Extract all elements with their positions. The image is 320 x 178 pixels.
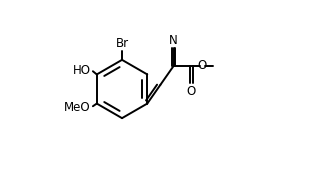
Text: O: O	[197, 59, 206, 72]
Text: Br: Br	[116, 37, 129, 50]
Text: O: O	[187, 85, 196, 98]
Text: N: N	[169, 34, 178, 47]
Text: MeO: MeO	[64, 101, 91, 114]
Text: HO: HO	[73, 64, 91, 77]
